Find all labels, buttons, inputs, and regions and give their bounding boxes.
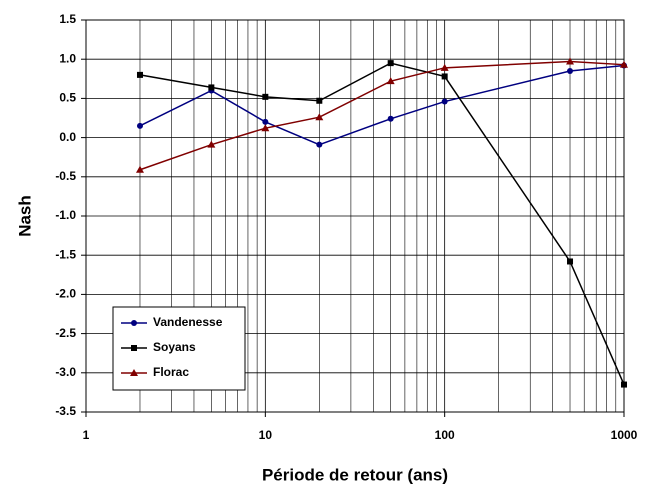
marker xyxy=(262,93,269,100)
marker xyxy=(208,84,215,91)
y-tick-label: 1.0 xyxy=(59,51,76,65)
marker xyxy=(620,60,628,68)
marker xyxy=(387,115,394,122)
x-tick-label: 1 xyxy=(83,428,90,442)
marker xyxy=(315,113,324,121)
marker xyxy=(131,345,137,351)
y-tick-label: 1.5 xyxy=(59,12,76,26)
marker xyxy=(130,369,138,376)
marker xyxy=(566,57,575,65)
y-tick-label: -2.0 xyxy=(55,287,76,301)
marker xyxy=(136,122,143,129)
legend: Vandenesse Soyans Florac xyxy=(112,306,246,391)
x-tick-label: 1000 xyxy=(611,428,638,442)
x-tick-label: 10 xyxy=(259,428,273,442)
marker xyxy=(441,73,448,80)
y-tick-label: -0.5 xyxy=(55,169,76,183)
y-tick-label: 0.5 xyxy=(59,91,76,105)
series-line xyxy=(139,60,625,171)
plot-border xyxy=(85,19,625,413)
marker xyxy=(207,140,216,148)
y-axis-label: Nash xyxy=(15,195,34,237)
marker xyxy=(131,320,137,326)
marker xyxy=(567,67,574,74)
marker xyxy=(440,63,449,71)
x-axis-label: Période de retour (ans) xyxy=(262,465,448,484)
marker xyxy=(261,124,270,132)
series-line xyxy=(139,64,625,146)
y-tick-label: -1.5 xyxy=(55,247,76,261)
x-tick-label: 100 xyxy=(435,428,455,442)
marker xyxy=(316,141,323,148)
marker xyxy=(441,98,448,105)
marker xyxy=(621,381,627,388)
y-tick-label: -3.5 xyxy=(55,404,76,418)
series-line xyxy=(139,62,625,385)
y-tick-label: 0.0 xyxy=(59,130,76,144)
y-tick-label: -2.5 xyxy=(55,326,76,340)
marker xyxy=(136,71,143,78)
legend-label: Vandenesse xyxy=(153,315,223,329)
y-tick-label: -3.0 xyxy=(55,365,76,379)
marker xyxy=(316,97,323,104)
marker xyxy=(387,60,394,67)
legend-label: Soyans xyxy=(153,340,196,354)
legend-label: Florac xyxy=(153,365,189,379)
y-tick-label: -1.0 xyxy=(55,208,76,222)
marker xyxy=(262,118,269,125)
marker xyxy=(135,165,144,173)
marker xyxy=(386,77,395,85)
marker xyxy=(567,258,574,265)
